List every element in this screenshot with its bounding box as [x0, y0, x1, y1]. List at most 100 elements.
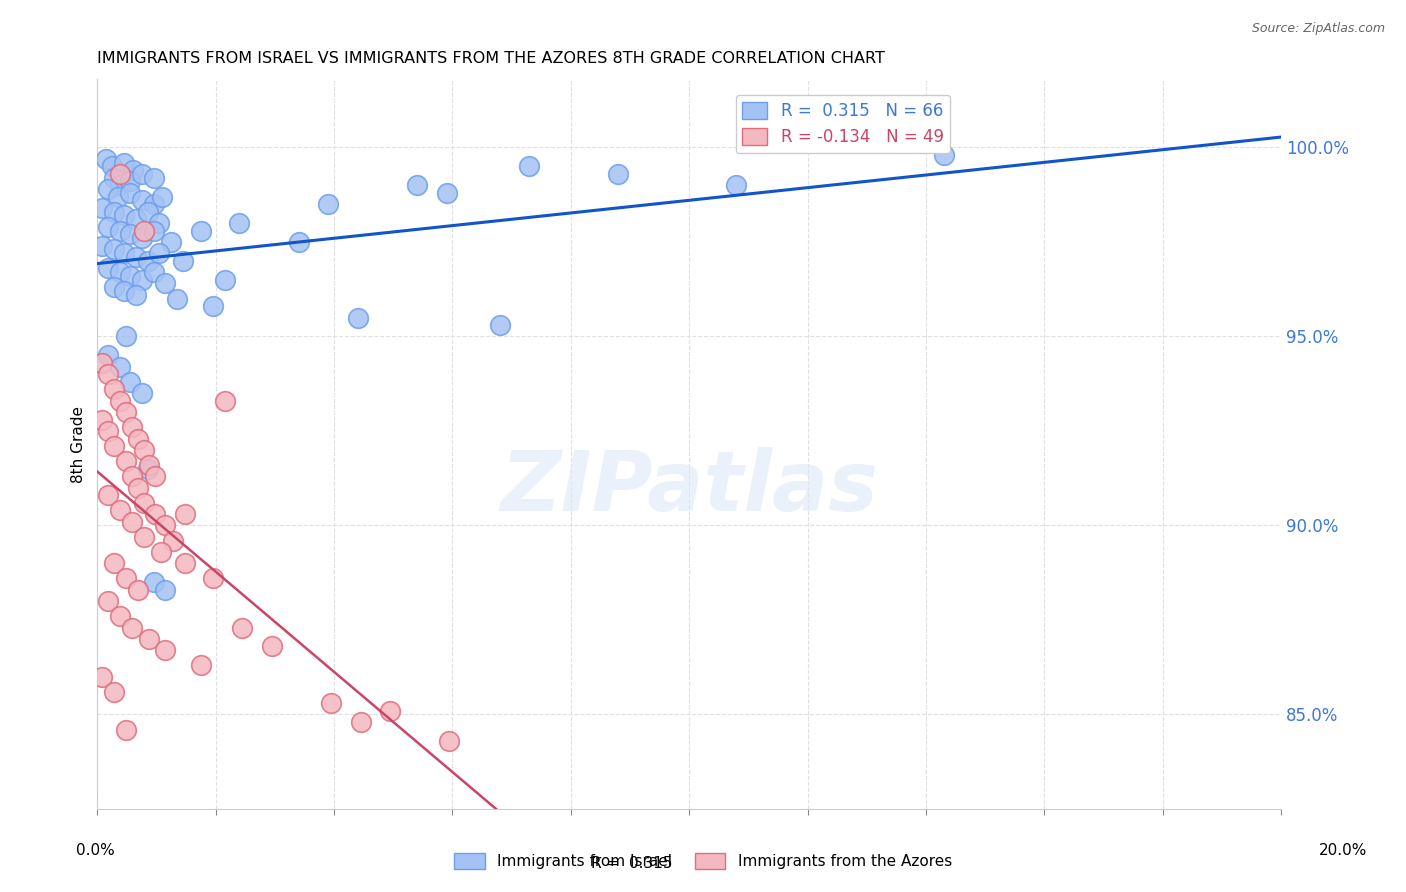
Point [97, 182, 120, 196]
Point [97, 368, 120, 382]
Point [148, 246, 170, 260]
Point [97, 488, 120, 502]
Point [114, 329, 136, 343]
Point [108, 178, 131, 193]
Point [150, 545, 173, 559]
Point [121, 469, 143, 483]
Point [316, 197, 339, 211]
Point [725, 178, 748, 193]
Point [142, 197, 165, 211]
Point [143, 507, 166, 521]
Point [103, 685, 125, 699]
Legend: R =  0.315   N = 66, R = -0.134   N = 49: R = 0.315 N = 66, R = -0.134 N = 49 [735, 95, 950, 153]
Point [132, 442, 155, 457]
Point [131, 273, 153, 287]
Point [132, 223, 155, 237]
Point [190, 223, 212, 237]
Point [160, 235, 183, 249]
Point [439, 734, 461, 748]
Point [114, 571, 136, 585]
Legend: Immigrants from Israel, Immigrants from the Azores: Immigrants from Israel, Immigrants from … [449, 847, 957, 875]
Point [91, 201, 114, 215]
Point [155, 643, 177, 657]
Point [108, 167, 131, 181]
Point [131, 386, 153, 401]
Point [201, 299, 224, 313]
Point [519, 159, 541, 173]
Point [114, 454, 136, 468]
Point [118, 268, 141, 283]
Point [97, 594, 120, 608]
Point [127, 481, 149, 495]
Point [214, 273, 236, 287]
Point [287, 235, 309, 249]
Text: IMMIGRANTS FROM ISRAEL VS IMMIGRANTS FROM THE AZORES 8TH GRADE CORRELATION CHART: IMMIGRANTS FROM ISRAEL VS IMMIGRANTS FRO… [97, 51, 886, 66]
Point [131, 167, 153, 181]
Point [91, 670, 114, 684]
Point [138, 632, 160, 646]
Point [125, 212, 148, 227]
Point [118, 186, 141, 200]
Point [108, 223, 131, 237]
Point [201, 571, 224, 585]
Text: 20.0%: 20.0% [1319, 843, 1367, 858]
Point [114, 723, 136, 737]
Point [406, 178, 429, 193]
Point [103, 204, 125, 219]
Point [112, 209, 135, 223]
Point [155, 582, 177, 597]
Point [114, 405, 136, 419]
Point [174, 556, 197, 570]
Point [121, 163, 143, 178]
Point [155, 518, 177, 533]
Point [112, 155, 135, 169]
Point [103, 556, 125, 570]
Point [260, 640, 283, 654]
Point [127, 432, 149, 446]
Point [101, 159, 124, 173]
Point [174, 507, 197, 521]
Text: 0.0%: 0.0% [76, 843, 115, 858]
Point [346, 310, 368, 325]
Point [96, 152, 118, 166]
Point [142, 170, 165, 185]
Point [127, 582, 149, 597]
Point [136, 204, 159, 219]
Point [103, 170, 125, 185]
Point [125, 288, 148, 302]
Point [108, 265, 131, 279]
Text: R =  0.315: R = 0.315 [591, 856, 672, 871]
Point [166, 292, 188, 306]
Point [142, 223, 165, 237]
Point [121, 621, 143, 635]
Point [108, 609, 131, 624]
Point [132, 530, 155, 544]
Point [112, 284, 135, 298]
Point [136, 253, 159, 268]
Point [142, 575, 165, 590]
Point [231, 621, 253, 635]
Point [97, 424, 120, 438]
Point [142, 265, 165, 279]
Point [103, 280, 125, 294]
Point [91, 356, 114, 370]
Point [125, 250, 148, 264]
Point [107, 189, 129, 203]
Point [152, 189, 174, 203]
Text: ZIPatlas: ZIPatlas [501, 448, 879, 528]
Point [108, 393, 131, 408]
Point [607, 167, 630, 181]
Point [350, 714, 373, 729]
Point [131, 194, 153, 208]
Point [190, 658, 212, 673]
Point [97, 219, 120, 234]
Point [436, 186, 458, 200]
Point [91, 238, 114, 252]
Point [121, 515, 143, 529]
Point [143, 469, 166, 483]
Text: Source: ZipAtlas.com: Source: ZipAtlas.com [1251, 22, 1385, 36]
Point [228, 216, 250, 230]
Y-axis label: 8th Grade: 8th Grade [72, 406, 86, 483]
Point [155, 277, 177, 291]
Point [121, 420, 143, 434]
